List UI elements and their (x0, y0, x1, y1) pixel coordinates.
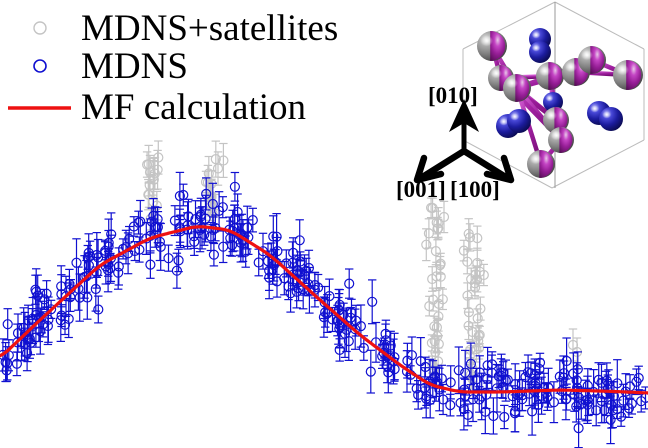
svg-text:[100]: [100] (450, 177, 500, 202)
svg-text:MDNS+satellites: MDNS+satellites (81, 8, 338, 49)
svg-text:MF calculation: MF calculation (81, 87, 306, 128)
svg-text:[010]: [010] (428, 83, 478, 108)
svg-text:[001]: [001] (396, 177, 446, 202)
svg-text:MDNS: MDNS (81, 46, 188, 87)
